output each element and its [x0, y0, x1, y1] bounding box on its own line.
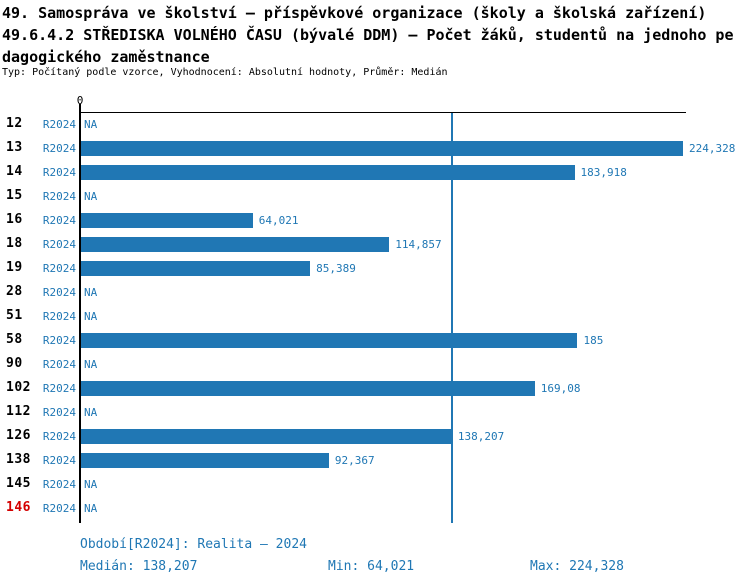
row-number: 138 [6, 452, 31, 467]
chart-row: 19 R2024 85,389 [0, 260, 750, 276]
row-bar [81, 380, 535, 396]
row-period-label: R2024 [42, 478, 76, 491]
row-number: 58 [6, 332, 23, 347]
row-period-label: R2024 [42, 430, 76, 443]
median-line [450, 113, 453, 523]
row-number: 146 [6, 500, 31, 515]
row-period-label: R2024 [42, 238, 76, 251]
row-bar [81, 452, 329, 468]
row-number: 18 [6, 236, 23, 251]
row-value-label: 183,918 [580, 166, 627, 179]
row-period-label: R2024 [42, 214, 76, 227]
chart-row: 28 R2024 NA [0, 284, 750, 300]
row-bar [81, 428, 452, 444]
row-na-label: NA [84, 118, 98, 131]
chart-row: 14 R2024 183,918 [0, 164, 750, 180]
row-number: 19 [6, 260, 23, 275]
row-value-label: 224,328 [689, 142, 736, 155]
row-value-label: 185 [583, 334, 604, 347]
footer-median-value: Medián: 138,207 [80, 559, 198, 574]
chart-row: 12 R2024 NA [0, 116, 750, 132]
row-bar [81, 164, 575, 180]
x-axis-zero-tick-label: 0 [76, 94, 84, 107]
row-number: 28 [6, 284, 23, 299]
row-value-label: 64,021 [258, 214, 299, 227]
chart-row: 102 R2024 169,08 [0, 380, 750, 396]
row-bar [81, 332, 578, 348]
row-period-label: R2024 [42, 166, 76, 179]
page-title-line3: dagogického zaměstnance [2, 48, 210, 66]
row-na-label: NA [84, 478, 98, 491]
chart-row: 18 R2024 114,857 [0, 236, 750, 252]
row-value-label: 138,207 [457, 430, 505, 443]
row-period-label: R2024 [42, 190, 76, 203]
row-period-label: R2024 [42, 286, 76, 299]
footer-max-value: Max: 224,328 [530, 559, 624, 574]
row-na-label: NA [84, 358, 98, 371]
row-period-label: R2024 [42, 142, 76, 155]
row-period-label: R2024 [42, 310, 76, 323]
chart-row: 112 R2024 NA [0, 404, 750, 420]
report-meta-line: Typ: Počítaný podle vzorce, Vyhodnocení:… [2, 67, 448, 78]
row-na-label: NA [84, 310, 98, 323]
row-value-label: 85,389 [316, 262, 356, 275]
page-title-line1: 49. Samospráva ve školství – příspěvkové… [2, 4, 707, 22]
row-number: 51 [6, 308, 23, 323]
row-bar [81, 140, 683, 156]
row-period-label: R2024 [42, 454, 76, 467]
row-na-label: NA [84, 502, 98, 515]
row-na-label: NA [84, 190, 98, 203]
row-period-label: R2024 [42, 382, 76, 395]
row-number: 14 [6, 164, 23, 179]
row-value-label: 114,857 [395, 238, 442, 251]
chart-row: 16 R2024 64,021 [0, 212, 750, 228]
chart-row: 13 R2024 224,328 [0, 140, 750, 156]
row-number: 15 [6, 188, 23, 203]
row-bar [81, 212, 253, 228]
row-period-label: R2024 [42, 262, 76, 275]
row-na-label: NA [84, 286, 98, 299]
chart-row: 51 R2024 NA [0, 308, 750, 324]
row-value-label: 169,08 [540, 382, 581, 395]
y-axis-line [79, 104, 81, 523]
chart-row: 138 R2024 92,367 [0, 452, 750, 468]
x-axis-line [80, 112, 686, 113]
row-number: 13 [6, 140, 23, 155]
row-period-label: R2024 [42, 334, 76, 347]
footer-period-label: Období[R2024]: Realita – 2024 [80, 537, 307, 552]
row-number: 16 [6, 212, 23, 227]
row-bar [81, 236, 390, 252]
row-number: 112 [6, 404, 31, 419]
row-value-label: 92,367 [334, 454, 375, 467]
chart-row: 90 R2024 NA [0, 356, 750, 372]
row-number: 145 [6, 476, 31, 491]
page-title-line2: 49.6.4.2 STŘEDISKA VOLNÉHO ČASU (bývalé … [2, 26, 734, 44]
row-period-label: R2024 [42, 118, 76, 131]
row-number: 12 [6, 116, 23, 131]
row-period-label: R2024 [42, 406, 76, 419]
row-na-label: NA [84, 406, 98, 419]
chart-row: 15 R2024 NA [0, 188, 750, 204]
row-number: 126 [6, 428, 31, 443]
row-bar [81, 260, 311, 276]
row-period-label: R2024 [42, 358, 76, 371]
footer-min-value: Min: 64,021 [328, 559, 415, 574]
chart-row: 58 R2024 185 [0, 332, 750, 348]
chart-row: 145 R2024 NA [0, 476, 750, 492]
chart-row: 126 R2024 138,207 [0, 428, 750, 444]
row-number: 102 [6, 380, 31, 395]
row-number: 90 [6, 356, 23, 371]
chart-row: 146 R2024 NA [0, 500, 750, 516]
row-period-label: R2024 [42, 502, 76, 515]
